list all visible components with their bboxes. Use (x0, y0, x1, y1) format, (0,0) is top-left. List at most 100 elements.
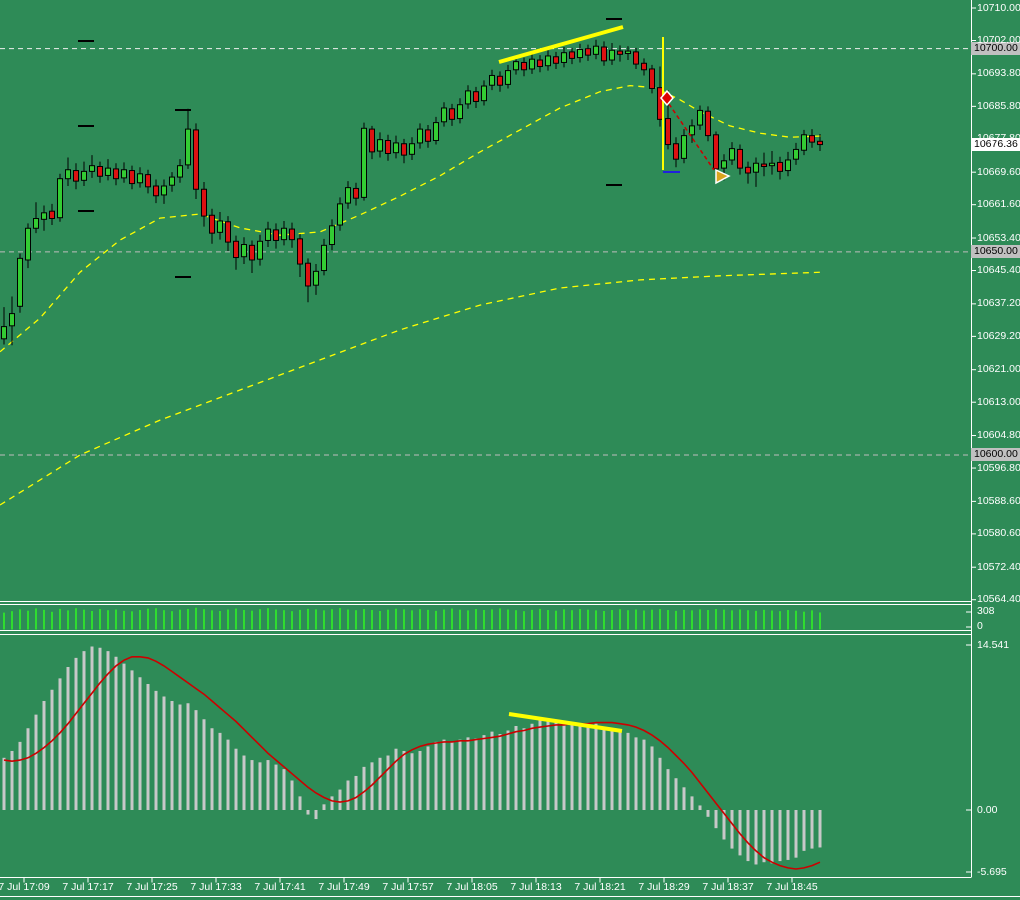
candle[interactable] (425, 129, 431, 142)
candle[interactable] (33, 218, 39, 229)
price-axis-label[interactable]: 10710.00 (977, 1, 1020, 14)
price-axis-label[interactable]: 10702.00 (977, 34, 1020, 46)
candle[interactable] (385, 139, 391, 154)
candle[interactable] (553, 56, 559, 64)
price-axis-label[interactable]: 10604.80 (977, 429, 1020, 442)
candle[interactable] (513, 61, 519, 71)
candle[interactable] (57, 178, 63, 219)
candle[interactable] (617, 50, 623, 55)
candle[interactable] (465, 90, 471, 105)
candle[interactable] (673, 143, 679, 160)
price-axis-label[interactable]: 10645.40 (977, 264, 1020, 277)
candle[interactable] (73, 170, 79, 182)
candle[interactable] (265, 228, 271, 241)
candle[interactable] (49, 210, 55, 220)
candle[interactable] (297, 238, 303, 265)
trade-connector-line[interactable] (668, 103, 715, 171)
price-axis-label[interactable]: 10613.00 (977, 395, 1020, 408)
ma-fast-line[interactable] (0, 84, 823, 353)
candle[interactable] (521, 61, 527, 71)
price-axis-label[interactable]: 10685.80 (977, 99, 1020, 112)
candle[interactable] (329, 225, 335, 246)
candle[interactable] (761, 163, 767, 167)
candle[interactable] (625, 50, 631, 55)
candle[interactable] (505, 70, 511, 85)
candle[interactable] (129, 170, 135, 185)
candle[interactable] (193, 129, 199, 190)
candle[interactable] (217, 220, 223, 233)
price-axis-label[interactable]: 10621.00 (977, 363, 1020, 376)
candle[interactable] (409, 143, 415, 155)
candle[interactable] (345, 187, 351, 204)
time-axis-label[interactable]: 7 Jul 17:41 (254, 881, 306, 893)
candle[interactable] (457, 104, 463, 120)
candle[interactable] (209, 214, 215, 234)
candle[interactable] (569, 51, 575, 59)
price-axis-label[interactable]: 10637.20 (977, 297, 1020, 310)
candle[interactable] (185, 128, 191, 166)
price-axis-label[interactable]: 10629.20 (977, 329, 1020, 342)
candle[interactable] (161, 185, 167, 196)
time-axis-label[interactable]: 7 Jul 17:25 (126, 881, 178, 893)
candle[interactable] (801, 134, 807, 151)
candle[interactable] (233, 240, 239, 259)
candle[interactable] (337, 203, 343, 226)
price-axis-label[interactable]: 10588.60 (977, 494, 1020, 507)
candle[interactable] (529, 58, 535, 70)
price-axis-label[interactable]: 10693.80 (977, 67, 1020, 80)
candle[interactable] (641, 62, 647, 71)
candle[interactable] (313, 270, 319, 286)
candle[interactable] (665, 118, 671, 146)
sell-entry-marker[interactable] (660, 89, 674, 107)
candle[interactable] (561, 52, 567, 63)
candle[interactable] (145, 174, 151, 188)
trendline-indicator[interactable] (508, 712, 623, 733)
candle[interactable] (321, 244, 327, 272)
candle[interactable] (809, 135, 815, 143)
candle[interactable] (177, 165, 183, 178)
price-axis-label[interactable]: 10669.60 (977, 165, 1020, 178)
candle[interactable] (17, 257, 23, 307)
candle[interactable] (353, 187, 359, 199)
candle[interactable] (577, 48, 583, 59)
candle[interactable] (169, 176, 175, 186)
candle[interactable] (657, 87, 663, 120)
time-axis-label[interactable]: 7 Jul 17:17 (62, 881, 114, 893)
candle[interactable] (481, 85, 487, 102)
candle[interactable] (745, 166, 751, 174)
time-axis-label[interactable]: 7 Jul 18:45 (766, 881, 818, 893)
candle[interactable] (441, 107, 447, 123)
candle[interactable] (593, 45, 599, 55)
candle[interactable] (793, 148, 799, 160)
candle[interactable] (769, 162, 775, 167)
candle[interactable] (713, 134, 719, 170)
candle[interactable] (729, 148, 735, 161)
candle[interactable] (9, 313, 15, 327)
price-axis-label[interactable]: 10564.40 (977, 593, 1020, 606)
candle[interactable] (113, 168, 119, 180)
price-axis-label[interactable]: 10596.80 (977, 461, 1020, 474)
candle[interactable] (681, 135, 687, 159)
trade-exit-marker[interactable] (715, 168, 731, 185)
candle[interactable] (633, 51, 639, 65)
candle[interactable] (705, 110, 711, 137)
time-axis-label[interactable]: 7 Jul 18:05 (446, 881, 498, 893)
price-level-label-10650[interactable]: 10650.00 (971, 245, 1020, 258)
candle[interactable] (305, 262, 311, 287)
candle[interactable] (81, 170, 87, 181)
candle[interactable] (105, 167, 111, 176)
candle[interactable] (241, 244, 247, 258)
candle[interactable] (41, 212, 47, 220)
candle[interactable] (393, 142, 399, 154)
candle[interactable] (697, 109, 703, 126)
time-axis-label[interactable]: 7 Jul 18:29 (638, 881, 690, 893)
ma-slow-line[interactable] (0, 271, 823, 506)
price-level-label-10600[interactable]: 10600.00 (971, 448, 1020, 461)
price-axis-label[interactable]: 10661.60 (977, 198, 1020, 211)
candle[interactable] (777, 161, 783, 172)
candle[interactable] (449, 108, 455, 120)
candle[interactable] (361, 127, 367, 198)
candle[interactable] (753, 162, 759, 173)
candle[interactable] (737, 148, 743, 169)
